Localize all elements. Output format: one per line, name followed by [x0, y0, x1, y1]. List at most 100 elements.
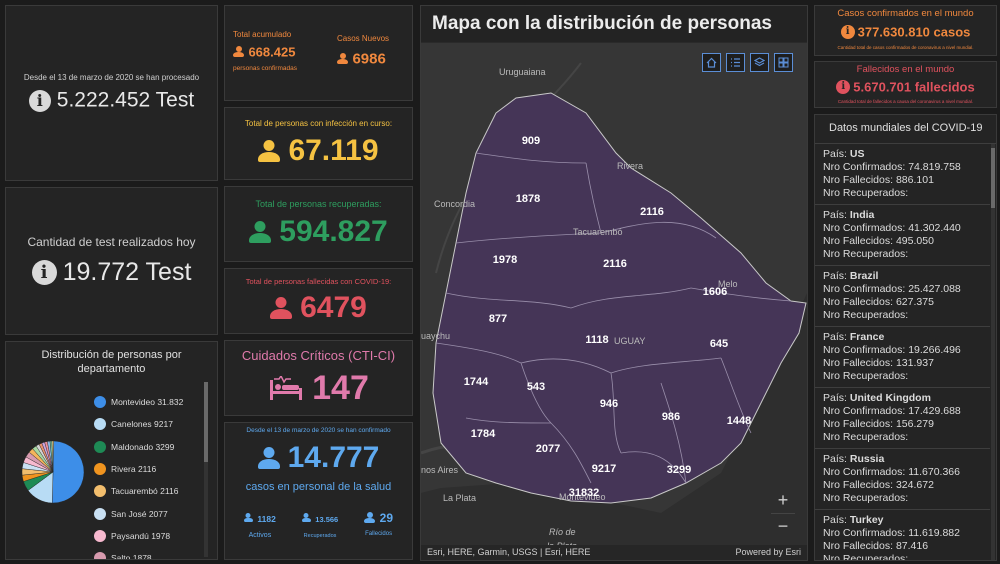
country-field-label: Nro Recuperados:: [823, 248, 909, 260]
country-field-value: 324.672: [895, 479, 934, 491]
world-deaths-panel: Fallecidos en el mundo i 5.670.701 fallec…: [814, 61, 997, 108]
legend-item[interactable]: Rivera 2116: [94, 458, 204, 480]
world-list-title: Datos mundiales del COVID-19: [815, 115, 996, 144]
dept-label-flores: 543: [527, 381, 545, 393]
grid-icon: [778, 57, 789, 68]
dept-label-durazno: 1118: [585, 334, 608, 346]
country-field-label: País:: [823, 453, 847, 465]
country-list[interactable]: País: US Nro Confirmados: 74.819.758 Nro F…: [815, 144, 990, 560]
world-list-panel: Datos mundiales del COVID-19 País: US Nro…: [814, 114, 997, 561]
country-card[interactable]: País: Brazil Nro Confirmados: 25.427.088 N…: [815, 266, 990, 327]
dept-label-colonia: 1784: [471, 428, 496, 440]
salud-activos-value: 1182: [257, 514, 276, 524]
country-card[interactable]: País: US Nro Confirmados: 74.819.758 Nro F…: [815, 144, 990, 205]
map-attribution: Esri, HERE, Garmin, USGS | Esri, HERE Po…: [421, 545, 807, 560]
dept-label-treinta-y-tres: 645: [710, 338, 728, 350]
city-label: Río de: [549, 527, 576, 537]
legend-item[interactable]: Canelones 9217: [94, 413, 204, 435]
salud-fallecidos: 29 Fallecidos: [364, 509, 393, 539]
person-icon: [249, 221, 272, 243]
legend-swatch: [94, 463, 106, 476]
country-list-scrollbar[interactable]: [991, 144, 995, 560]
info-icon: i: [836, 79, 851, 94]
recuperadas-value: 594.827: [279, 215, 388, 248]
legend-item[interactable]: San José 2077: [94, 502, 204, 524]
legend-item[interactable]: Maldonado 3299: [94, 436, 204, 458]
salud-caption: Desde el 13 de marzo de 2020 se han conf…: [246, 427, 391, 434]
tests-today-value: 19.772 Test: [62, 257, 192, 286]
pie-slice[interactable]: [51, 440, 54, 473]
country-field-label: Nro Fallecidos:: [823, 296, 894, 308]
powered-by-esri-link[interactable]: Powered by Esri: [735, 547, 801, 557]
info-icon: i: [31, 259, 57, 285]
legend-value: 1878: [132, 553, 152, 560]
map-canvas[interactable]: Uruguaiana Rivera Concordia Tacuarembó M…: [421, 43, 807, 561]
country-field-label: País:: [823, 148, 847, 160]
country-field-value: 886.101: [895, 174, 934, 186]
city-label: Melo: [718, 279, 738, 289]
uruguay-shape: [432, 92, 807, 504]
map-panel[interactable]: Mapa con la distribución de personas: [420, 5, 808, 561]
country-field-value: 131.937: [895, 357, 934, 369]
home-icon: [706, 57, 717, 68]
country-card[interactable]: País: Russia Nro Confirmados: 11.670.366 N…: [815, 449, 990, 510]
country-card[interactable]: País: India Nro Confirmados: 41.302.440 Nr…: [815, 205, 990, 266]
home-button[interactable]: [702, 53, 721, 72]
country-field-label: País:: [823, 514, 847, 526]
legend-item[interactable]: Montevideo 31.832: [94, 391, 204, 413]
country-field-label: Nro Confirmados:: [823, 222, 906, 234]
total-acumulado-value: 668.425: [248, 44, 296, 60]
country-field-value: France: [849, 331, 885, 343]
country-field-label: País:: [823, 331, 847, 343]
country-card[interactable]: País: France Nro Confirmados: 19.266.496 N…: [815, 327, 990, 388]
legend-button[interactable]: [726, 53, 745, 72]
dept-label-maldonado: 3299: [667, 464, 691, 476]
salud-sub: casos en personal de la salud: [245, 481, 392, 493]
dept-label-salto: 1878: [516, 193, 540, 205]
zoom-in-button[interactable]: +: [771, 488, 795, 512]
zoom-out-button[interactable]: −: [771, 513, 795, 538]
legend-label: Canelones: [111, 419, 152, 430]
tests-total-panel: Desde el 13 de marzo de 2020 se han proc…: [5, 5, 218, 181]
legend-swatch: [94, 440, 106, 453]
legend-scrollbar[interactable]: [204, 382, 208, 557]
cti-value: 147: [312, 369, 369, 407]
casos-nuevos-label: Casos Nuevos: [337, 34, 390, 43]
person-icon: [258, 140, 281, 162]
city-label: Uruguaiana: [499, 67, 546, 77]
world-confirmed-panel: Casos confirmados en el mundo i 377.630.8…: [814, 5, 997, 56]
layers-button[interactable]: [750, 53, 769, 72]
country-field-value: India: [849, 209, 875, 221]
legend-item[interactable]: Paysandú 1978: [94, 525, 204, 547]
tests-today-caption: Cantidad de test realizados hoy: [27, 235, 196, 250]
distribution-pie-chart: [21, 440, 85, 504]
map-toolbar: [702, 53, 793, 72]
legend-value: 31.832: [157, 397, 184, 408]
country-card[interactable]: País: Turkey Nro Confirmados: 11.619.882 N…: [815, 510, 990, 560]
pie-slice[interactable]: [52, 440, 85, 504]
legend-item[interactable]: Salto 1878: [94, 547, 204, 560]
legend-label: Rivera: [111, 464, 136, 475]
country-card[interactable]: País: United Kingdom Nro Confirmados: 17.…: [815, 388, 990, 449]
attribution-text: Esri, HERE, Garmin, USGS | Esri, HERE: [427, 547, 591, 557]
person-icon: [301, 513, 311, 523]
legend-label: Maldonado: [111, 441, 154, 452]
basemap-button[interactable]: [774, 53, 793, 72]
dept-label-lavalleja: 986: [662, 411, 680, 423]
salud-activos-label: Activos: [248, 532, 272, 539]
dept-label-rivera: 2116: [640, 206, 664, 218]
legend-swatch: [94, 507, 106, 520]
country-field-value: Russia: [849, 453, 885, 465]
legend-item[interactable]: Tacuarembó 2116: [94, 480, 204, 502]
info-icon: i: [28, 89, 51, 112]
total-acumulado-sub: personas confirmadas: [233, 65, 297, 72]
legend-label: Salto: [111, 553, 131, 560]
person-icon: [270, 297, 293, 319]
country-field-label: Nro Confirmados:: [823, 344, 906, 356]
country-field-label: Nro Fallecidos:: [823, 418, 894, 430]
tests-total-value: 5.222.452 Test: [56, 88, 195, 112]
map-title: Mapa con la distribución de personas: [421, 6, 807, 42]
country-field-value: 17.429.688: [908, 405, 961, 417]
country-field-label: Nro Recuperados:: [823, 553, 909, 560]
dept-label-soriano: 1744: [464, 376, 489, 388]
